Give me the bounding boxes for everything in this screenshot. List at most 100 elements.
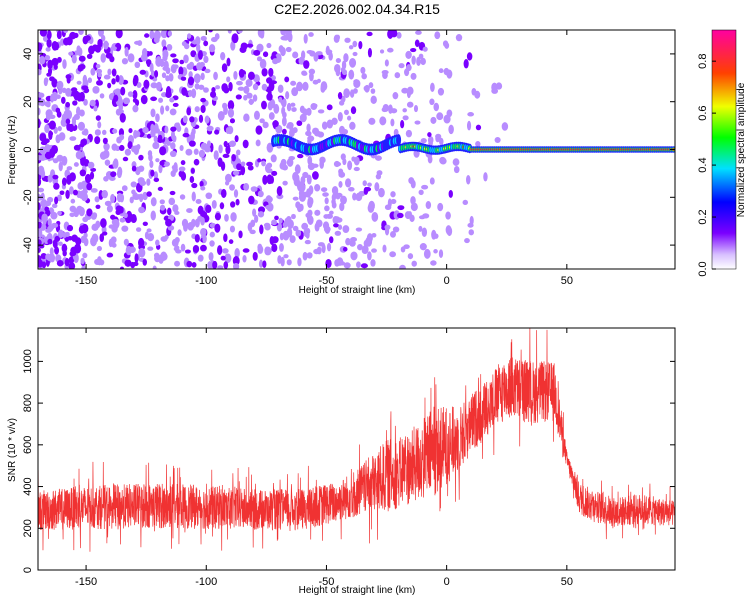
heatmap-cell bbox=[341, 69, 348, 76]
heatmap-cell bbox=[150, 169, 155, 177]
heatmap-cell bbox=[307, 135, 315, 142]
heatmap-cell bbox=[328, 51, 333, 61]
heatmap-cell bbox=[396, 212, 404, 219]
heatmap-cell bbox=[347, 160, 353, 171]
heatmap-cell bbox=[119, 193, 125, 203]
heatmap-cell bbox=[128, 128, 133, 134]
heatmap-cell bbox=[145, 59, 152, 66]
colorbar-tick-label: 0.4 bbox=[697, 157, 709, 172]
heatmap-cell bbox=[198, 84, 205, 90]
heatmap-cell bbox=[269, 98, 276, 109]
heatmap-cell bbox=[140, 53, 148, 62]
heatmap-cell bbox=[38, 107, 41, 116]
heatmap-cell bbox=[73, 32, 79, 39]
heatmap-cell bbox=[111, 242, 117, 248]
heatmap-cell bbox=[221, 83, 228, 92]
heatmap-cell bbox=[284, 76, 290, 83]
heatmap-cell bbox=[196, 43, 201, 53]
heatmap-cell bbox=[128, 246, 136, 253]
heatmap-cell bbox=[169, 97, 175, 103]
heatmap-cell bbox=[56, 30, 62, 40]
heatmap-cell bbox=[261, 160, 266, 167]
heatmap-cell bbox=[282, 221, 288, 228]
heatmap-cell bbox=[54, 246, 60, 255]
heatmap-cell bbox=[220, 188, 227, 198]
heatmap-cell bbox=[276, 222, 283, 232]
heatmap-cell bbox=[79, 109, 85, 117]
heatmap-cell bbox=[303, 33, 308, 44]
heatmap-cell bbox=[183, 223, 188, 232]
heatmap-cell bbox=[40, 200, 46, 208]
heatmap-cell bbox=[63, 30, 69, 34]
y-tick-label: 200 bbox=[22, 519, 34, 537]
heatmap-cell bbox=[171, 238, 179, 247]
heatmap-cell bbox=[344, 37, 351, 43]
heatmap-cell bbox=[178, 170, 185, 178]
heatmap-cell bbox=[57, 194, 62, 202]
heatmap-cell bbox=[179, 194, 186, 200]
colorbar-tick-label: 0.2 bbox=[697, 209, 709, 224]
heatmap-cell bbox=[194, 83, 200, 90]
x-tick-label: -150 bbox=[75, 576, 97, 588]
heatmap-cell bbox=[292, 196, 299, 201]
heatmap-cell bbox=[353, 79, 360, 84]
heatmap-cell bbox=[483, 172, 488, 182]
heatmap-cell bbox=[153, 171, 159, 180]
heatmap-cell bbox=[40, 169, 46, 178]
heatmap-cell bbox=[232, 170, 240, 176]
heatmap-cell bbox=[337, 111, 343, 122]
heatmap-cell bbox=[269, 236, 275, 245]
heatmap-cell bbox=[38, 118, 41, 129]
heatmap-cell bbox=[67, 235, 73, 241]
heatmap-cell bbox=[48, 120, 56, 130]
heatmap-cell bbox=[381, 107, 388, 113]
heatmap-cell bbox=[371, 248, 377, 253]
heatmap-cell bbox=[111, 143, 118, 151]
heatmap-cell bbox=[371, 211, 379, 222]
heatmap-cell bbox=[243, 183, 250, 191]
heatmap-cell bbox=[56, 80, 64, 90]
heatmap-cell bbox=[217, 265, 224, 269]
heatmap-cell bbox=[83, 128, 89, 136]
heatmap-cell bbox=[119, 266, 125, 269]
heatmap-cell bbox=[220, 255, 226, 261]
heatmap-cell bbox=[218, 144, 223, 154]
heatmap-cell bbox=[44, 54, 51, 61]
heatmap-cell bbox=[110, 236, 117, 244]
heatmap-cell bbox=[155, 158, 160, 163]
heatmap-cell bbox=[358, 40, 363, 50]
heatmap-cell bbox=[66, 166, 73, 171]
heatmap-cell bbox=[81, 223, 89, 234]
heatmap-cell bbox=[400, 246, 406, 253]
heatmap-cell bbox=[200, 185, 206, 191]
heatmap-cell bbox=[183, 54, 189, 64]
heatmap-cell bbox=[317, 109, 325, 114]
heatmap-cell bbox=[131, 165, 137, 172]
heatmap-cell bbox=[71, 54, 77, 64]
heatmap-cell bbox=[312, 127, 320, 135]
heatmap-cell bbox=[368, 200, 375, 211]
heatmap-cell bbox=[164, 125, 169, 134]
heatmap-cell bbox=[165, 105, 170, 112]
heatmap-cell bbox=[143, 79, 150, 89]
heatmap-cell bbox=[93, 105, 98, 112]
heatmap-cell bbox=[108, 176, 116, 181]
heatmap-cell bbox=[339, 202, 345, 212]
x-tick-label: -50 bbox=[318, 275, 334, 287]
heatmap-cell bbox=[446, 69, 453, 79]
heatmap-cell bbox=[110, 193, 116, 204]
heatmap-cell bbox=[306, 174, 312, 185]
heatmap-cell bbox=[295, 201, 301, 209]
heatmap-cell bbox=[338, 100, 345, 106]
heatmap-cell bbox=[261, 67, 268, 77]
heatmap-cell bbox=[121, 185, 128, 192]
heatmap-cell bbox=[90, 188, 98, 193]
heatmap-cell bbox=[82, 252, 88, 259]
heatmap-cell bbox=[47, 218, 52, 227]
heatmap-cell bbox=[197, 254, 204, 262]
heatmap-cell bbox=[49, 253, 56, 263]
heatmap-cell bbox=[111, 78, 116, 85]
heatmap-cell bbox=[136, 144, 141, 150]
heatmap-cell bbox=[118, 75, 124, 84]
heatmap-cell bbox=[414, 39, 420, 47]
